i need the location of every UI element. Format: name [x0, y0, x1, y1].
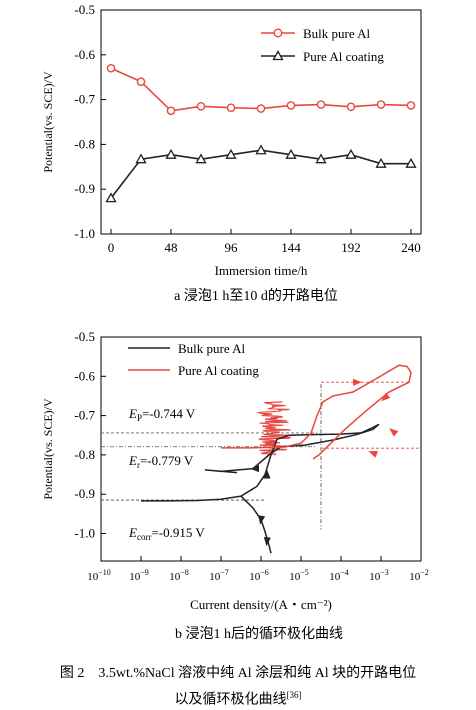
data-point — [226, 103, 236, 112]
annotation-ecorr: Ecorr=-0.915 V — [128, 525, 205, 542]
y-tick-label: -0.5 — [74, 2, 95, 17]
y-tick-label: -0.9 — [74, 181, 95, 196]
subcaption-a: a 浸泡1 h至10 d的开路电位 — [174, 288, 338, 304]
x-tick-label: 10−10 — [87, 568, 111, 583]
data-point — [405, 157, 417, 168]
x-axis-title: Immersion time/h — [215, 263, 308, 278]
direction-arrow — [258, 515, 266, 525]
figure-caption-line1: 图 2 3.5wt.%NaCl 溶液中纯 Al 涂层和纯 Al 块的开路电位 — [59, 666, 417, 681]
x-tick-label: 144 — [281, 240, 301, 255]
x-tick-label: 10−2 — [409, 568, 429, 583]
direction-arrow — [381, 392, 391, 402]
y-axis-title: Potential(vs. SCE)/V — [41, 398, 55, 500]
y-tick-label: -0.5 — [74, 329, 95, 344]
figure-caption-line2: 以及循环极化曲线[36] — [0, 686, 476, 710]
x-tick-label: 48 — [165, 240, 178, 255]
legend: Bulk pure Al Pure Al coating — [128, 341, 259, 378]
legend-marker-bulk — [273, 28, 283, 38]
data-point — [376, 100, 386, 109]
data-point — [285, 148, 297, 159]
data-point — [316, 100, 326, 109]
y-tick-label: -0.6 — [74, 47, 95, 62]
data-point — [196, 102, 206, 111]
x-tick-label: 10−3 — [369, 568, 389, 583]
y-axis: -0.5 -0.6 -0.7 -0.8 -0.9 -1.0 — [74, 329, 106, 540]
data-point — [166, 106, 176, 116]
plot-frame — [100, 9, 422, 235]
data-point — [315, 153, 327, 164]
y-tick-label: -1.0 — [74, 525, 95, 540]
y-tick-label: -0.7 — [74, 92, 95, 107]
legend-label: Pure Al coating — [178, 363, 259, 378]
caption-text: 以及循环极化曲线 — [174, 692, 287, 708]
x-tick-label: 10−8 — [169, 568, 189, 583]
data-point — [195, 153, 207, 164]
y-tick-label: -0.7 — [74, 408, 95, 423]
x-tick-label: 192 — [341, 240, 361, 255]
data-point — [105, 192, 117, 203]
annotation-ep: EP=-0.744 V — [128, 406, 196, 423]
legend: Bulk pure Al Pure Al coating — [261, 26, 384, 64]
legend-marker-coating — [272, 50, 284, 61]
series-group — [141, 364, 412, 554]
data-point — [106, 63, 116, 73]
direction-arrow — [353, 378, 362, 386]
y-tick-label: -0.8 — [74, 136, 95, 151]
direction-arrow — [368, 451, 378, 458]
x-tick-label: 10−6 — [249, 568, 269, 583]
subcaption-b: b 浸泡1 h后的循环极化曲线 — [175, 626, 343, 642]
data-point — [225, 148, 237, 159]
panel-b-chart: -0.5-0.6-0.7-0.8-0.9-1.0 10−10 10−9 10−8 10… — [41, 329, 429, 642]
data-point — [375, 157, 387, 168]
x-axis: 0 48 96 144 192 240 — [108, 229, 421, 255]
legend-label: Bulk pure Al — [178, 341, 246, 356]
series-line — [240, 495, 272, 554]
data-point — [345, 148, 357, 159]
x-axis-title: Current density/(A・cm⁻²) — [190, 597, 332, 612]
annotation-er: Er=-0.779 V — [128, 453, 194, 470]
data-point — [286, 101, 296, 110]
y-axis: -0.5 -0.6 -0.7 -0.8 -0.9 -1.0 — [74, 2, 106, 241]
x-tick-label: 10−4 — [329, 568, 349, 583]
x-tick-label: 10−9 — [129, 568, 149, 583]
data-point — [165, 148, 177, 159]
y-axis-title: Potential(vs. SCE)/V — [41, 71, 55, 173]
y-tick-label: -0.9 — [74, 486, 95, 501]
x-tick-label: 240 — [401, 240, 421, 255]
data-point — [135, 153, 147, 164]
series-group — [105, 63, 417, 203]
y-tick-label: -1.0 — [74, 226, 95, 241]
series-line — [221, 364, 412, 460]
caption-reference: [36] — [286, 690, 302, 700]
series-line — [110, 149, 411, 199]
legend-label: Bulk pure Al — [303, 26, 371, 41]
data-point — [256, 104, 266, 113]
direction-arrow — [250, 465, 259, 473]
direction-arrow — [263, 469, 271, 479]
panel-a-chart: -0.5-0.6-0.7-0.8-0.9-1.0 0 48 96 144 192 240 … — [41, 2, 422, 304]
data-point — [136, 77, 146, 86]
x-tick-label: 10−5 — [289, 568, 309, 583]
x-tick-label: 96 — [225, 240, 239, 255]
x-tick-label: 0 — [108, 240, 115, 255]
y-tick-label: -0.6 — [74, 368, 95, 383]
legend-label: Pure Al coating — [303, 49, 384, 64]
x-axis: 10−10 10−9 10−8 10−7 10−6 10−5 10−4 10−3 10−2 — [87, 556, 429, 583]
direction-arrow — [263, 537, 271, 547]
y-tick-label: -0.8 — [74, 447, 95, 462]
x-tick-label: 10−7 — [209, 568, 229, 583]
direction-arrow — [389, 428, 399, 437]
data-point — [255, 144, 267, 155]
data-point — [406, 101, 416, 110]
data-point — [346, 102, 356, 112]
